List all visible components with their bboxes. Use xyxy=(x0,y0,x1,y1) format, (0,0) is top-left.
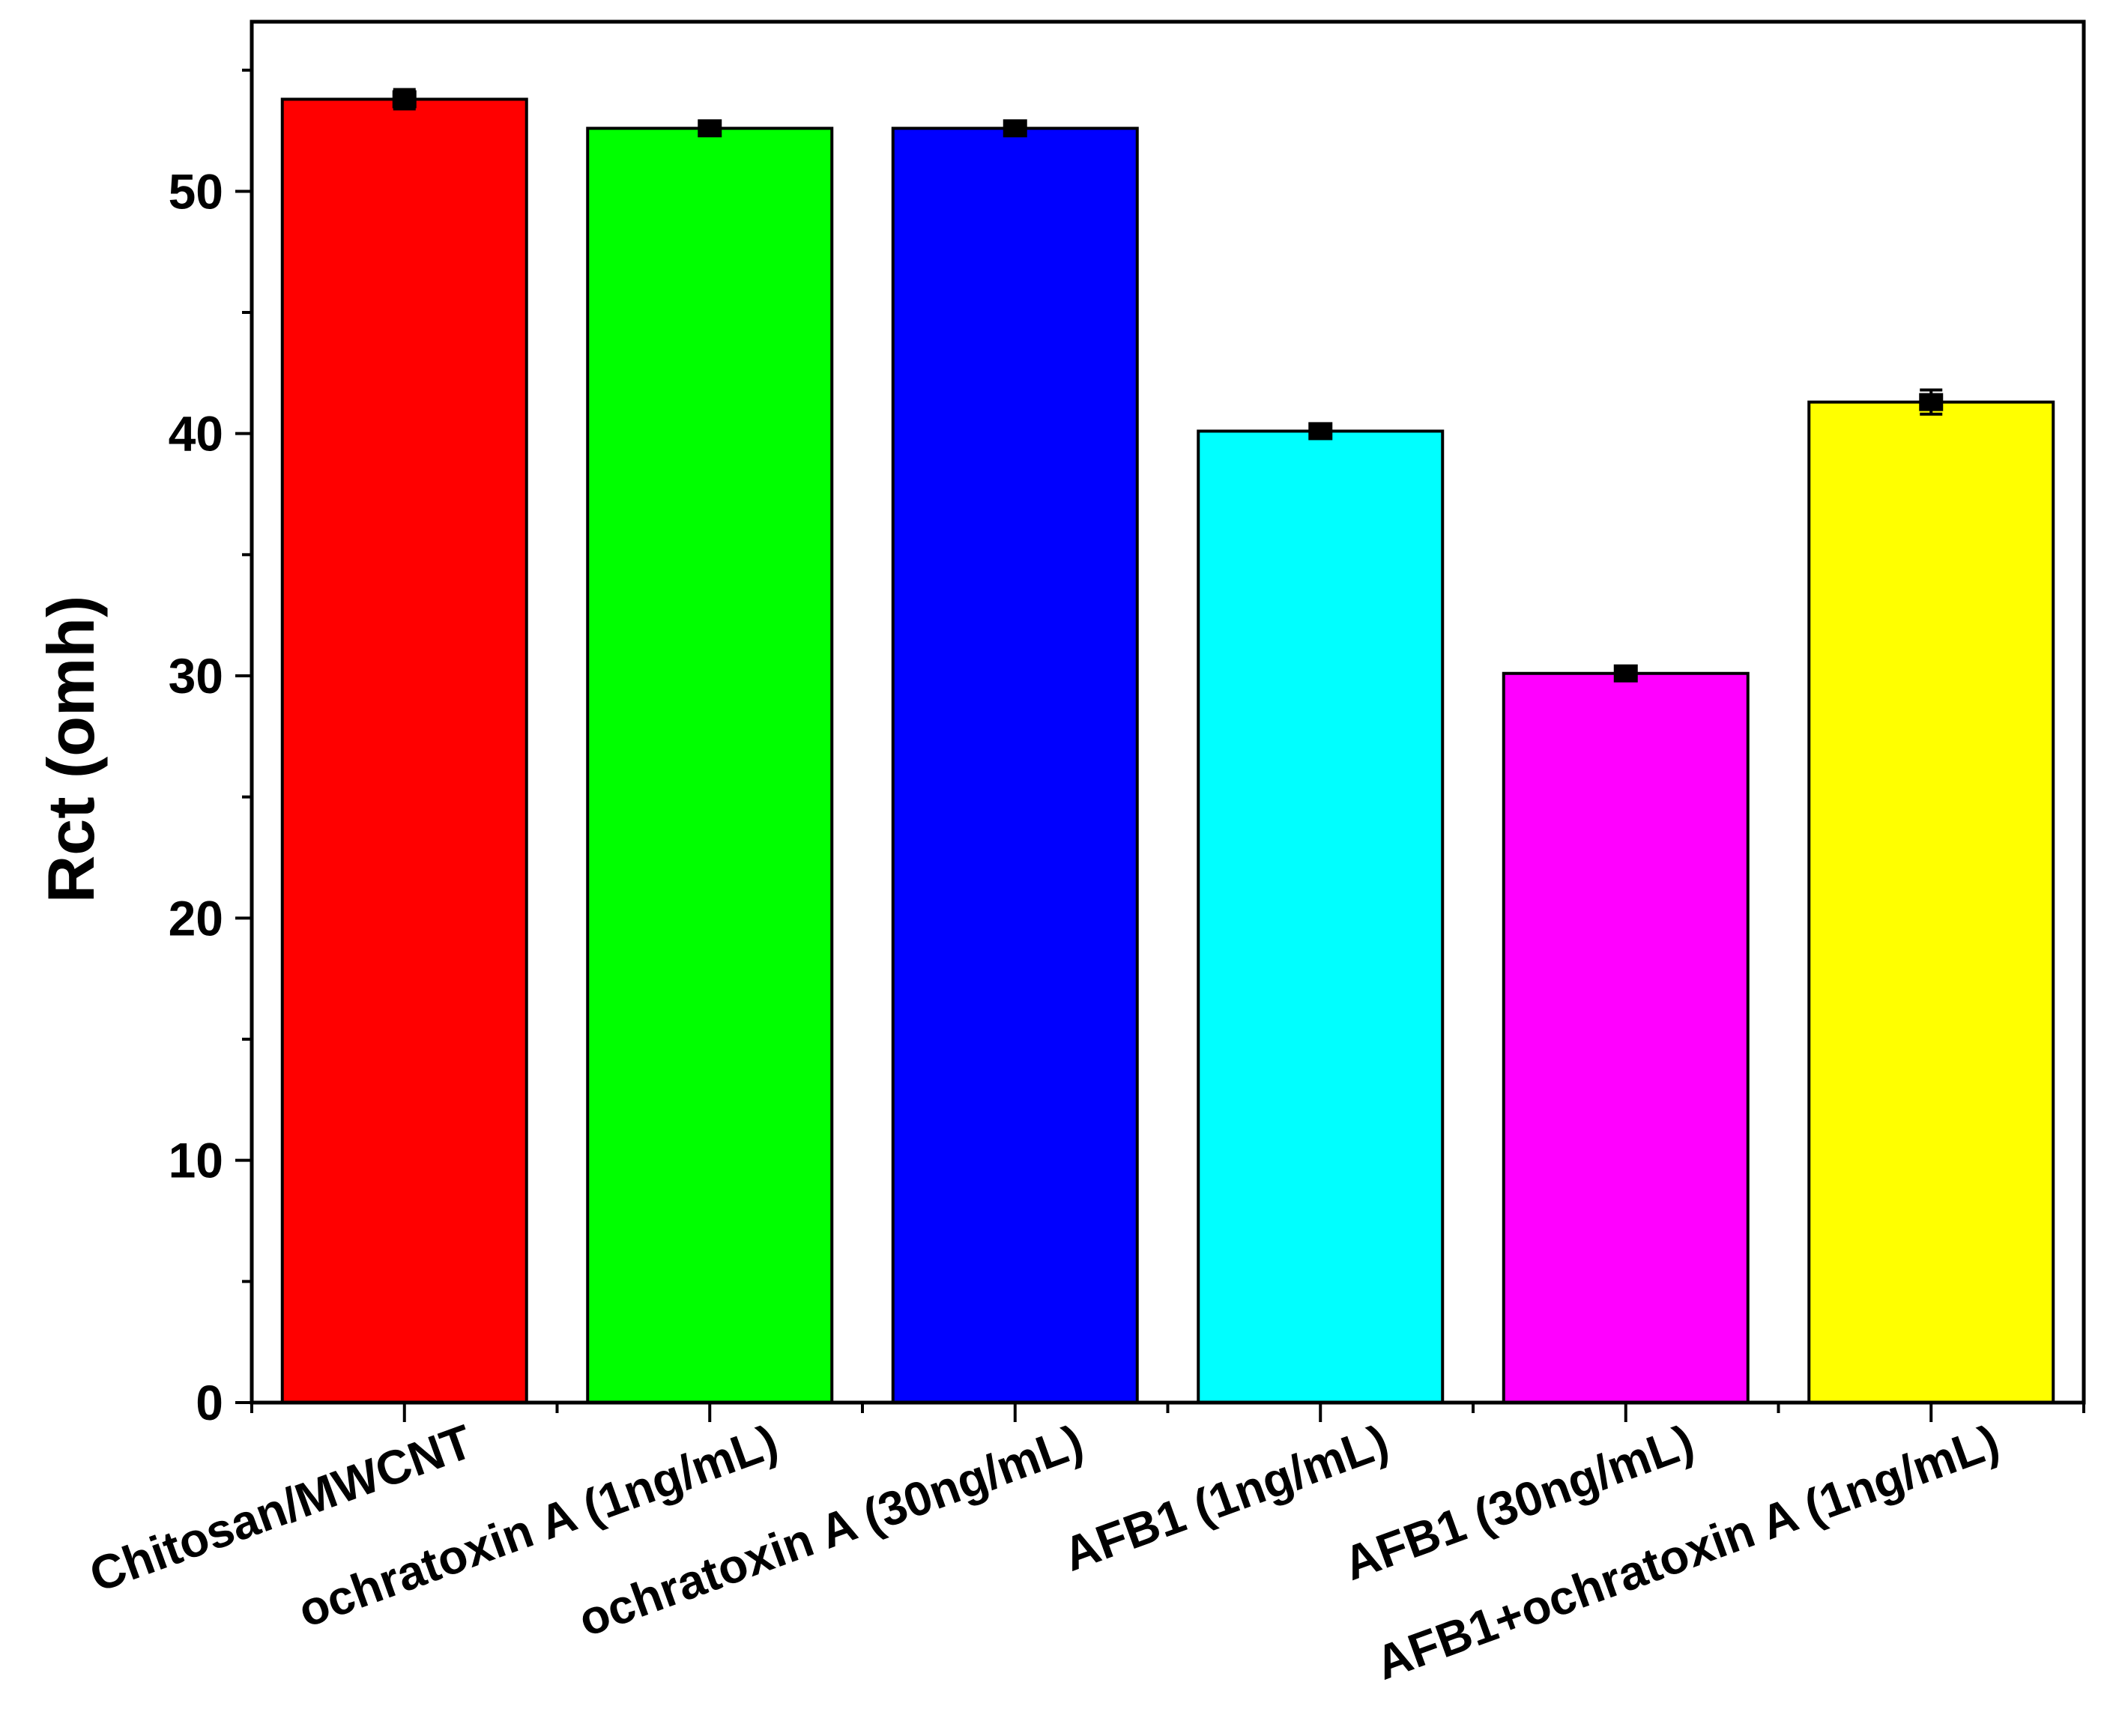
y-tick-label-30: 30 xyxy=(169,648,223,704)
bar-1 xyxy=(280,97,528,1404)
y-axis-title: Rct (omh) xyxy=(34,596,108,904)
y-tick-label-50: 50 xyxy=(169,163,223,219)
mean-marker-1 xyxy=(392,90,417,109)
bar-3 xyxy=(891,127,1139,1404)
mean-marker-3 xyxy=(1003,119,1027,138)
bar-4 xyxy=(1197,429,1445,1404)
bar-5 xyxy=(1502,671,1750,1404)
mean-marker-4 xyxy=(1308,422,1333,441)
bar-2 xyxy=(586,127,834,1404)
error-bars-layer xyxy=(392,88,1944,683)
bars-layer xyxy=(280,97,2055,1405)
mean-marker-2 xyxy=(698,119,722,138)
y-tick-label-0: 0 xyxy=(196,1375,223,1430)
x-tick-label-2: ochratoxin A (1ng/mL) xyxy=(291,1414,785,1637)
y-tick-label-20: 20 xyxy=(169,890,223,946)
mean-marker-6 xyxy=(1919,393,1944,411)
x-tick-label-3: ochratoxin A (30ng/mL) xyxy=(572,1414,1090,1646)
bar-6 xyxy=(1807,400,2055,1405)
y-tick-label-10: 10 xyxy=(169,1133,223,1188)
y-axis: 0 10 20 30 40 50 xyxy=(169,68,252,1430)
y-tick-label-40: 40 xyxy=(169,406,223,462)
mean-marker-5 xyxy=(1613,664,1638,683)
